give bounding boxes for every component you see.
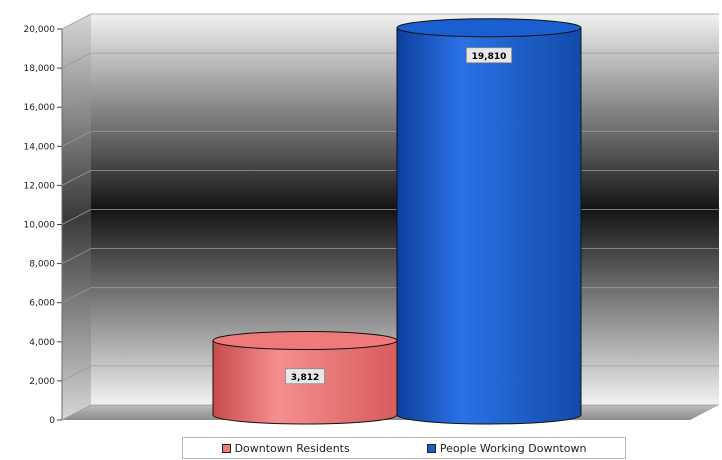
y-tick-label: 16,000 <box>24 103 56 113</box>
y-tick-label: 10,000 <box>24 221 56 231</box>
legend-item-people-working-downtown: People Working Downtown <box>426 441 587 455</box>
bar-top <box>396 18 582 38</box>
y-tick-label: 20,000 <box>24 25 56 35</box>
legend-item-downtown-residents: Downtown Residents <box>221 441 350 455</box>
y-tick-label: 6,000 <box>29 299 55 309</box>
y-tick-label: 14,000 <box>24 142 56 152</box>
y-tick-label: 8,000 <box>29 260 55 270</box>
y-tick-label: 12,000 <box>24 181 56 191</box>
bar-top <box>212 330 398 350</box>
data-label: 3,812 <box>291 373 319 383</box>
legend-swatch-people-working-downtown <box>426 443 436 453</box>
legend-label-people-working-downtown: People Working Downtown <box>439 441 587 455</box>
legend-swatch-downtown-residents <box>221 443 231 453</box>
y-tick-label: 4,000 <box>29 338 55 348</box>
gridline <box>61 13 719 30</box>
legend-label-downtown-residents: Downtown Residents <box>234 441 350 455</box>
y-tick-label: 2,000 <box>29 377 55 387</box>
data-label: 19,810 <box>472 52 507 62</box>
bar-downtown-residents: 3,812 <box>212 330 398 425</box>
bar-people-working-downtown: 19,810 <box>396 18 582 425</box>
y-tick-label: 18,000 <box>24 64 56 74</box>
bar-body <box>396 27 582 425</box>
data-label-box <box>465 47 512 64</box>
data-label-box <box>285 368 325 385</box>
y-tick-label: 0 <box>49 416 55 426</box>
chart-legend: Downtown Residents People Working Downto… <box>182 437 626 459</box>
